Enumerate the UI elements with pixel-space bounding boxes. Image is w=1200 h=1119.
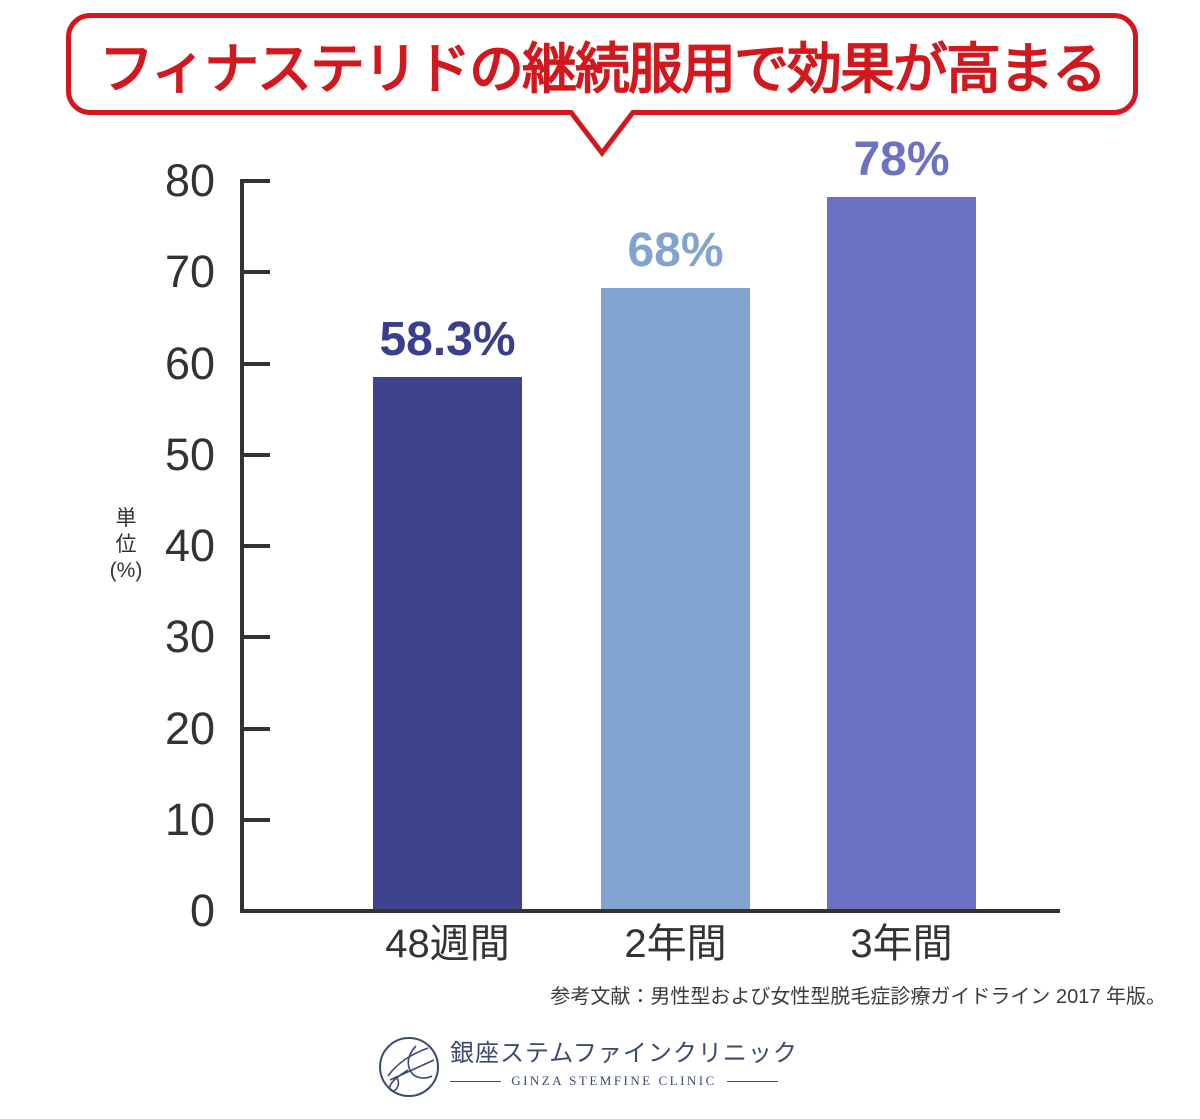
y-axis-tick-label: 50: [164, 428, 215, 480]
y-axis-tick: [244, 270, 270, 275]
y-axis-tick: [244, 179, 270, 183]
bar-value-label: 68%: [627, 224, 724, 277]
chart-title: フィナステリドの継続服用で効果が高まる: [99, 38, 1107, 100]
clinic-name-jp: 銀座ステムファインクリニック: [450, 1041, 798, 1067]
logo-rule-right: [726, 1080, 778, 1082]
y-axis-tick: [244, 452, 270, 457]
speech-tail-icon: [568, 110, 636, 158]
y-axis-tick-label: 70: [164, 246, 215, 298]
bar-value-label: 58.3%: [379, 313, 516, 366]
y-axis-tick: [244, 726, 270, 731]
clinic-logo-icon: [379, 1037, 439, 1097]
x-axis-line: [240, 909, 1060, 913]
y-axis-tick: [244, 361, 270, 366]
y-axis-label: 単 位 (%): [100, 506, 152, 584]
y-axis-label-line: (%): [109, 559, 143, 582]
y-axis-tick-label: 20: [164, 702, 215, 754]
bar-group-2years: 68% 2年間: [601, 0, 750, 1119]
y-axis-label-line: 位: [115, 533, 137, 556]
bar-2years: [601, 288, 750, 909]
y-axis-tick-label: 30: [164, 611, 215, 663]
y-axis-line: [240, 179, 244, 913]
reference-text: 参考文献：男性型および女性型脱毛症診療ガイドライン 2017 年版。: [550, 986, 1166, 1008]
y-axis-tick-label: 60: [164, 337, 215, 389]
bar-value-label: 78%: [853, 133, 950, 186]
bar-group-48weeks: 58.3% 48週間: [373, 0, 522, 1119]
clinic-name-en: GINZA STEMFINE CLINIC: [511, 1073, 717, 1088]
x-axis-category-label: 2年間: [624, 922, 727, 966]
y-axis-tick: [244, 817, 270, 822]
y-axis-label-line: 単: [115, 507, 137, 530]
y-axis-tick-label: 40: [164, 520, 215, 571]
y-axis-tick-label: 0: [189, 885, 215, 936]
logo-rule-left: [450, 1080, 502, 1082]
bar-3years: [827, 197, 976, 909]
bar-48weeks: [373, 377, 522, 909]
y-axis-tick: [244, 544, 270, 548]
title-bubble: フィナステリドの継続服用で効果が高まる: [66, 13, 1138, 115]
x-axis-category-label: 48週間: [385, 922, 510, 966]
y-axis-tick: [244, 635, 270, 640]
y-axis-tick-label: 80: [164, 155, 215, 206]
x-axis-category-label: 3年間: [850, 922, 953, 966]
y-axis-tick-label: 10: [164, 793, 215, 845]
bar-group-3years: 78% 3年間: [827, 0, 976, 1119]
clinic-logo: 銀座ステムファインクリニック GINZA STEMFINE CLINIC: [0, 1032, 1200, 1102]
